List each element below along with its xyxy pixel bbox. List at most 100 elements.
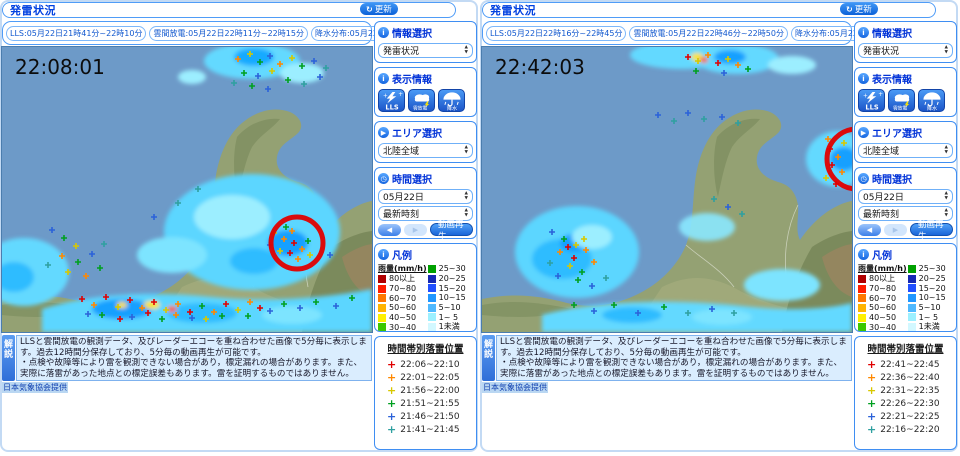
lightning-strike-marker bbox=[591, 308, 597, 314]
select-value: 05月22日 bbox=[383, 193, 424, 203]
lightning-strike-marker bbox=[695, 58, 701, 64]
lightning-strike-marker bbox=[103, 294, 109, 300]
update-button[interactable]: ↻ 更新 bbox=[360, 3, 398, 15]
lightning-strike-marker bbox=[735, 62, 741, 68]
lightning-strike-marker bbox=[685, 54, 691, 60]
svg-text:降水: 降水 bbox=[927, 104, 938, 111]
weather-panel-left: 発雷状況 ↻ 更新 LLS:05月22日21時41分~22時10分 雲間放電:0… bbox=[0, 0, 478, 452]
lightning-strike-marker bbox=[257, 59, 263, 65]
provider-link[interactable]: 日本気象協会提供 bbox=[482, 382, 548, 393]
section-header: i 情報選択 bbox=[378, 24, 473, 42]
cloud-discharge-layer-button[interactable]: 雲放電 bbox=[408, 89, 435, 112]
svg-text:+: + bbox=[383, 94, 388, 100]
time-range-label: 22:41~22:45 bbox=[880, 359, 940, 370]
lightning-strike-marker bbox=[567, 263, 573, 269]
time-select-section: ◷ 時間選択 05月22日 ▲ ▼ 最新時刻 ▲ ▼ ◀ ▶ 動画再生 bbox=[854, 167, 957, 242]
playback-controls: ◀ ▶ 動画再生 bbox=[858, 220, 953, 242]
lightning-strike-marker bbox=[709, 306, 715, 312]
legend-row: 80以上 bbox=[858, 274, 907, 284]
prev-frame-button[interactable]: ◀ bbox=[858, 223, 881, 236]
weather-panel-right: 発雷状況 ↻ 更新 LLS:05月22日22時16分~22時45分 雲間放電:0… bbox=[480, 0, 960, 456]
lls-layer-button[interactable]: + + LLS bbox=[858, 89, 885, 112]
legend-section: i 凡例 雨量(mm/h) 80以上 70~80 60~70 50~60 40~50 30… bbox=[374, 243, 477, 332]
play-animation-button[interactable]: 動画再生 bbox=[430, 220, 473, 242]
date-select[interactable]: 05月22日 ▲ ▼ bbox=[858, 189, 953, 204]
legend-row: 10~15 bbox=[427, 293, 473, 303]
lightning-strike-marker bbox=[283, 224, 289, 230]
lightning-strike-marker bbox=[145, 310, 151, 316]
info-select[interactable]: 発雷状況 ▲ ▼ bbox=[378, 43, 473, 58]
lightning-strike-marker bbox=[655, 112, 661, 118]
time-mode-select[interactable]: 最新時刻 ▲ ▼ bbox=[858, 206, 953, 221]
provider-link[interactable]: 日本気象協会提供 bbox=[2, 382, 68, 393]
rain-legend-right: 25~30 20~25 15~20 10~15 5~10 1~ 5 1未満 bbox=[907, 264, 953, 331]
rain-legend-left: 80以上 70~80 60~70 50~60 40~50 30~40 bbox=[858, 274, 907, 332]
area-select[interactable]: 北陸全域 ▲ ▼ bbox=[858, 143, 953, 158]
radar-map[interactable]: 22:42:03 bbox=[481, 46, 853, 333]
play-animation-button[interactable]: 動画再生 bbox=[910, 220, 953, 242]
time-mode-select[interactable]: 最新時刻 ▲ ▼ bbox=[378, 206, 473, 221]
lightning-strike-marker bbox=[269, 68, 275, 74]
time-band-row: +22:01~22:05 bbox=[378, 371, 473, 384]
plus-marker-icon: + bbox=[387, 370, 397, 384]
legend-row: 60~70 bbox=[378, 293, 427, 303]
time-range-label: 22:01~22:05 bbox=[400, 372, 460, 383]
prev-frame-button[interactable]: ◀ bbox=[378, 223, 401, 236]
lls-layer-button[interactable]: + + LLS bbox=[378, 89, 405, 112]
title-bar: 発雷状況 bbox=[2, 2, 456, 18]
lightning-strike-marker bbox=[575, 277, 581, 283]
cloud-icon bbox=[894, 94, 910, 102]
legend-swatch bbox=[378, 303, 386, 312]
legend-label: 10~15 bbox=[438, 293, 466, 303]
rain-legend-right: 25~30 20~25 15~20 10~15 5~10 1~ 5 1未満 bbox=[427, 264, 473, 331]
lightning-strike-marker bbox=[685, 310, 691, 316]
legend-row: 50~60 bbox=[378, 303, 427, 313]
cloud-discharge-layer-button[interactable]: 雲放電 bbox=[888, 89, 915, 112]
lightning-strike-marker bbox=[299, 63, 305, 69]
select-value: 発雷状況 bbox=[863, 47, 900, 57]
lightning-strike-marker bbox=[291, 240, 297, 246]
lightning-strike-marker bbox=[285, 77, 291, 83]
info-icon: i bbox=[858, 27, 869, 38]
precip-layer-button[interactable]: 降水 bbox=[438, 89, 465, 112]
plus-marker-icon: + bbox=[387, 422, 397, 436]
area-select[interactable]: 北陸全域 ▲ ▼ bbox=[378, 143, 473, 158]
legend-row: 30~40 bbox=[858, 322, 907, 332]
lightning-strike-marker bbox=[163, 307, 169, 313]
lightning-strike-marker bbox=[311, 58, 317, 64]
lightning-strike-marker bbox=[693, 68, 699, 74]
legend-row: 1未満 bbox=[427, 322, 473, 331]
date-select[interactable]: 05月22日 ▲ ▼ bbox=[378, 189, 473, 204]
radar-map[interactable]: 22:08:01 bbox=[1, 46, 373, 333]
refresh-icon: ↻ bbox=[366, 4, 373, 14]
lightning-strike-marker bbox=[127, 297, 133, 303]
lightning-strike-marker bbox=[195, 186, 201, 192]
lightning-strike-marker bbox=[611, 302, 617, 308]
select-value: 最新時刻 bbox=[863, 210, 900, 220]
lightning-strike-marker bbox=[301, 81, 307, 87]
legend-swatch bbox=[858, 294, 866, 303]
section-header: i 表示情報 bbox=[378, 70, 473, 88]
map-time-overlay: 22:42:03 bbox=[495, 55, 585, 79]
stepper-icon: ▲ ▼ bbox=[944, 144, 948, 155]
legend-label: 70~80 bbox=[869, 284, 897, 294]
section-header: ▶ エリア選択 bbox=[858, 124, 953, 142]
legend-label: 80以上 bbox=[869, 274, 896, 284]
area-select-section: ▶ エリア選択 北陸全域 ▲ ▼ bbox=[374, 121, 477, 163]
lightning-strike-marker bbox=[555, 273, 561, 279]
svg-text:雲放電: 雲放電 bbox=[413, 105, 428, 111]
info-select[interactable]: 発雷状況 ▲ ▼ bbox=[858, 43, 953, 58]
next-frame-button[interactable]: ▶ bbox=[884, 223, 907, 236]
update-button[interactable]: ↻ 更新 bbox=[840, 3, 878, 15]
next-frame-button[interactable]: ▶ bbox=[404, 223, 427, 236]
legend-label: 30~40 bbox=[869, 322, 897, 332]
lightning-strike-marker bbox=[175, 200, 181, 206]
lightning-strike-marker bbox=[277, 248, 283, 254]
lightning-strike-marker bbox=[731, 310, 737, 316]
layer-buttons: + + LLS 雲放電 降水 bbox=[378, 88, 473, 114]
lightning-strike-marker bbox=[589, 283, 595, 289]
legend-swatch bbox=[378, 294, 386, 303]
lightning-strike-marker bbox=[129, 314, 135, 320]
time-band-row: +21:46~21:50 bbox=[378, 410, 473, 423]
precip-layer-button[interactable]: 降水 bbox=[918, 89, 945, 112]
